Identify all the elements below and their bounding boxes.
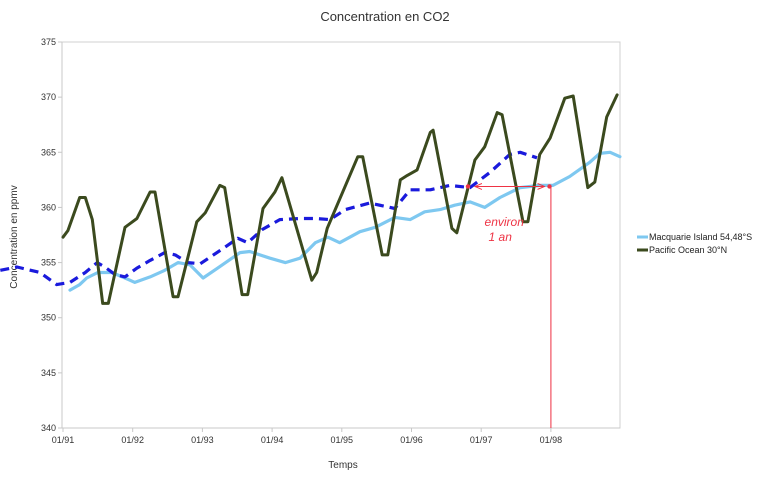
x-tick-label: 01/91 (52, 435, 75, 445)
chart-title: Concentration en CO2 (320, 9, 449, 24)
y-tick-label: 355 (41, 258, 56, 268)
y-tick-label: 360 (41, 202, 56, 212)
plot-border (61, 41, 621, 429)
legend: Macquarie Island 54,48°S Pacific Ocean 30… (637, 232, 752, 255)
arrow-start-point (465, 184, 471, 189)
plot-area (61, 41, 621, 429)
series-line-macquarie-shifted-dashed (0, 150, 538, 287)
x-axis-label: Temps (328, 460, 357, 471)
x-tick-label: 01/93 (191, 435, 214, 445)
y-tick-label: 370 (41, 92, 56, 102)
y-tick-label: 345 (41, 368, 56, 378)
y-axis: 340 345 350 355 360 365 370 375 (41, 37, 63, 433)
x-axis: 01/91 01/92 01/93 01/94 01/95 01/96 01/97 01/98 (52, 427, 620, 445)
x-tick-label: 01/92 (121, 435, 144, 445)
annotation-text-1-an: 1 an (489, 230, 513, 244)
legend-label: Macquarie Island 54,48°S (649, 232, 752, 242)
x-tick-label: 01/98 (540, 435, 563, 445)
y-tick-label: 350 (41, 313, 56, 323)
y-tick-label: 375 (41, 37, 56, 47)
y-tick-label: 365 (41, 147, 56, 157)
x-tick-label: 01/94 (261, 435, 284, 445)
y-axis-label: Concentration en ppmv (9, 185, 20, 288)
y-tick-label: 340 (41, 423, 56, 433)
legend-label: Pacific Ocean 30°N (649, 245, 727, 255)
x-tick-label: 01/96 (400, 435, 423, 445)
annotation-text-environ: environ (485, 215, 525, 229)
series-line-pacific-ocean (61, 93, 619, 305)
x-tick-label: 01/95 (331, 435, 354, 445)
x-tick-label: 01/97 (470, 435, 493, 445)
